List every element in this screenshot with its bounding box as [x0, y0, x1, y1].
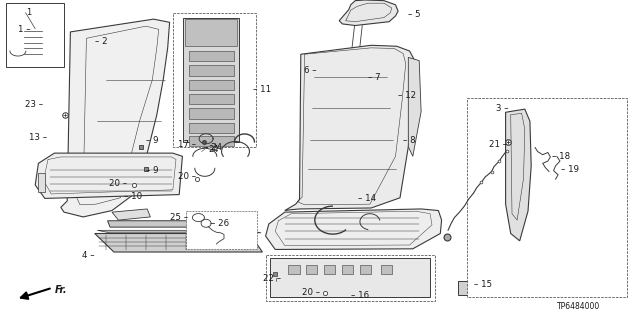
- Text: – 2: – 2: [95, 37, 108, 46]
- Polygon shape: [458, 281, 475, 295]
- Polygon shape: [108, 221, 195, 227]
- Polygon shape: [467, 98, 627, 297]
- Polygon shape: [189, 123, 234, 133]
- Text: – 18: – 18: [552, 152, 570, 161]
- Polygon shape: [266, 209, 442, 249]
- Text: 17 –: 17 –: [179, 140, 196, 149]
- Polygon shape: [324, 265, 335, 274]
- Text: 24: 24: [209, 145, 219, 154]
- Text: – 12: – 12: [398, 91, 416, 100]
- Polygon shape: [288, 265, 300, 274]
- Text: – 19: – 19: [561, 165, 579, 174]
- Polygon shape: [6, 3, 64, 67]
- Text: – 9: – 9: [146, 166, 159, 175]
- Text: 25 –: 25 –: [170, 213, 188, 222]
- Polygon shape: [95, 234, 262, 252]
- Polygon shape: [38, 173, 45, 192]
- Polygon shape: [189, 136, 234, 146]
- Text: 1 –: 1 –: [18, 25, 31, 34]
- Text: – 7: – 7: [368, 73, 381, 82]
- Text: 21 –: 21 –: [490, 140, 508, 149]
- Text: – 8: – 8: [403, 136, 416, 145]
- Polygon shape: [189, 51, 234, 61]
- Text: – 16: – 16: [351, 291, 369, 300]
- Text: TP6484000: TP6484000: [557, 302, 600, 311]
- Polygon shape: [112, 209, 150, 220]
- Polygon shape: [360, 265, 371, 274]
- Text: 23 –: 23 –: [26, 100, 44, 109]
- Text: – 15: – 15: [474, 280, 492, 289]
- Polygon shape: [339, 0, 398, 26]
- Text: 6 –: 6 –: [303, 66, 316, 75]
- Text: – 5: – 5: [408, 10, 420, 19]
- Polygon shape: [185, 19, 237, 46]
- Polygon shape: [35, 153, 182, 198]
- Text: 20 –: 20 –: [178, 172, 196, 181]
- Text: 3 –: 3 –: [495, 104, 508, 113]
- Polygon shape: [506, 109, 531, 241]
- Text: 20 –: 20 –: [302, 288, 320, 297]
- Polygon shape: [342, 265, 353, 274]
- Text: 20 –: 20 –: [109, 179, 127, 188]
- Polygon shape: [189, 94, 234, 104]
- Polygon shape: [97, 230, 261, 233]
- Polygon shape: [270, 258, 430, 297]
- Text: – 11: – 11: [253, 85, 271, 94]
- Polygon shape: [183, 18, 239, 142]
- Polygon shape: [285, 45, 415, 211]
- Polygon shape: [61, 19, 170, 217]
- Polygon shape: [306, 265, 317, 274]
- Polygon shape: [189, 108, 234, 119]
- Polygon shape: [381, 265, 392, 274]
- Polygon shape: [189, 80, 234, 90]
- Text: 13 –: 13 –: [29, 133, 47, 142]
- Text: – 14: – 14: [358, 194, 376, 203]
- Polygon shape: [408, 57, 421, 156]
- Polygon shape: [266, 255, 435, 301]
- Polygon shape: [173, 13, 256, 147]
- Text: 4 –: 4 –: [82, 251, 95, 260]
- Text: – 26: – 26: [211, 219, 229, 228]
- Text: Fr.: Fr.: [55, 285, 68, 295]
- Text: – 9: – 9: [146, 137, 159, 145]
- Text: 1: 1: [26, 8, 31, 17]
- Text: 22 –: 22 –: [264, 274, 282, 283]
- Text: – 10: – 10: [124, 192, 141, 201]
- Polygon shape: [186, 211, 257, 249]
- Polygon shape: [189, 65, 234, 76]
- Text: – 24: – 24: [204, 143, 221, 152]
